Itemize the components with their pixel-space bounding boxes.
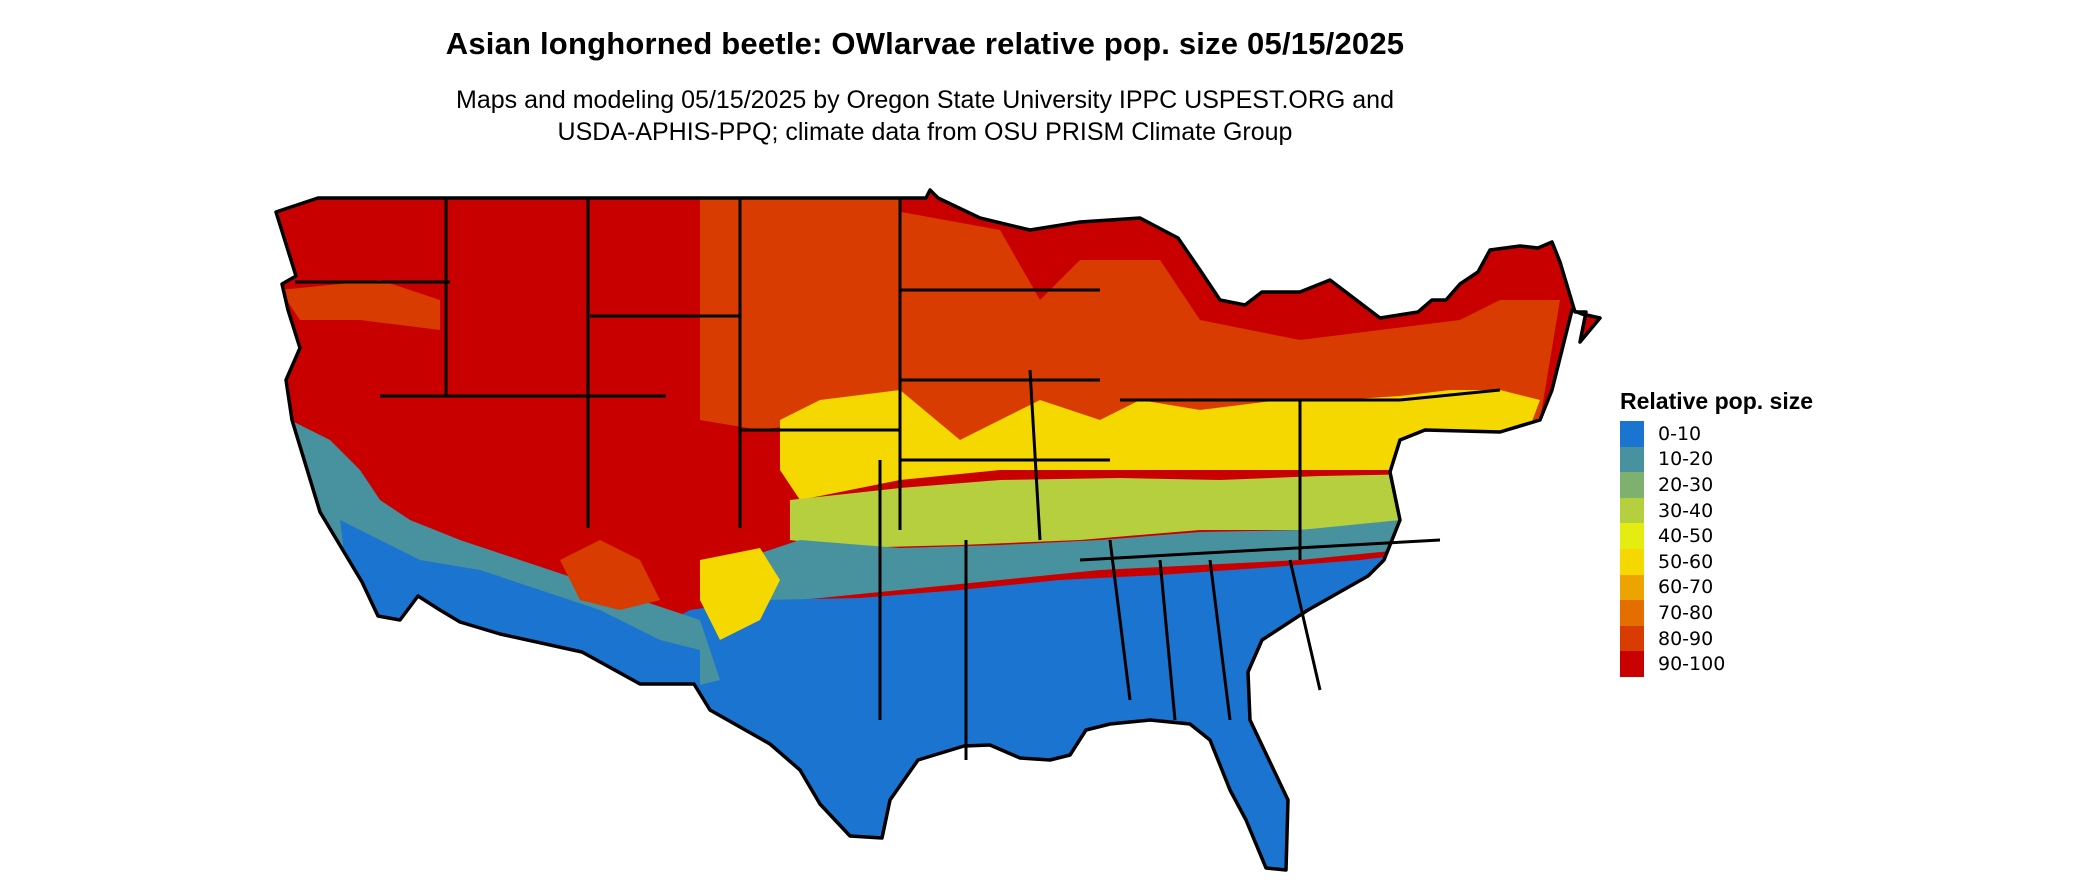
legend-items: 0-10 10-20 20-30 30-40 40-50 50-60 60-70 70-80 8… (1620, 421, 1813, 677)
legend-label: 0-10 (1658, 422, 1702, 445)
legend-item: 80-90 (1620, 625, 1813, 652)
legend-item: 30-40 (1620, 497, 1813, 524)
legend-swatch (1620, 497, 1644, 524)
subtitle-line-1: Maps and modeling 05/15/2025 by Oregon S… (456, 86, 1394, 114)
legend-label: 30-40 (1658, 499, 1714, 522)
map-subtitle: Maps and modeling 05/15/2025 by Oregon S… (0, 84, 1850, 148)
legend-label: 50-60 (1658, 550, 1714, 573)
legend-item: 60-70 (1620, 574, 1813, 601)
legend-item: 40-50 (1620, 523, 1813, 549)
zone-80-90-northwest (280, 280, 440, 330)
legend-label: 90-100 (1658, 653, 1726, 676)
legend-item: 70-80 (1620, 600, 1813, 626)
legend-swatch (1620, 625, 1644, 652)
state-borders (274, 188, 1602, 872)
zone-30-40 (790, 440, 1540, 548)
legend-label: 60-70 (1658, 576, 1714, 599)
zone-50-60 (780, 390, 1540, 500)
legend-swatch (1620, 421, 1644, 447)
legend-swatch (1620, 472, 1644, 498)
legend-label: 40-50 (1658, 525, 1714, 548)
legend-item: 0-10 (1620, 421, 1813, 447)
legend-swatch (1620, 446, 1644, 473)
legend-item: 90-100 (1620, 651, 1813, 677)
legend-swatch (1620, 574, 1644, 601)
map-title: Asian longhorned beetle: OWlarvae relati… (445, 26, 1405, 61)
legend-swatch (1620, 523, 1644, 549)
zone-10-20 (740, 500, 1540, 600)
zone-80-90-east (890, 210, 1560, 440)
legend-item: 50-60 (1620, 548, 1813, 575)
legend-swatch (1620, 651, 1644, 677)
map-legend: Relative pop. size 0-10 10-20 20-30 30-40 40… (1620, 388, 1813, 677)
legend-label: 80-90 (1658, 627, 1714, 650)
legend-label: 70-80 (1658, 601, 1714, 624)
legend-item: 10-20 (1620, 446, 1813, 473)
legend-label: 20-30 (1658, 473, 1714, 496)
legend-swatch (1620, 600, 1644, 626)
legend-label: 10-20 (1658, 448, 1714, 471)
legend-title: Relative pop. size (1620, 388, 1814, 414)
zone-80-90-plains (700, 190, 900, 430)
subtitle-line-2: USDA-APHIS-PPQ; climate data from OSU PR… (557, 118, 1293, 146)
zone-80-90-arizona (560, 540, 660, 610)
legend-item: 20-30 (1620, 472, 1813, 498)
zone-50-60-newmexico (700, 548, 780, 640)
legend-swatch (1620, 548, 1644, 575)
